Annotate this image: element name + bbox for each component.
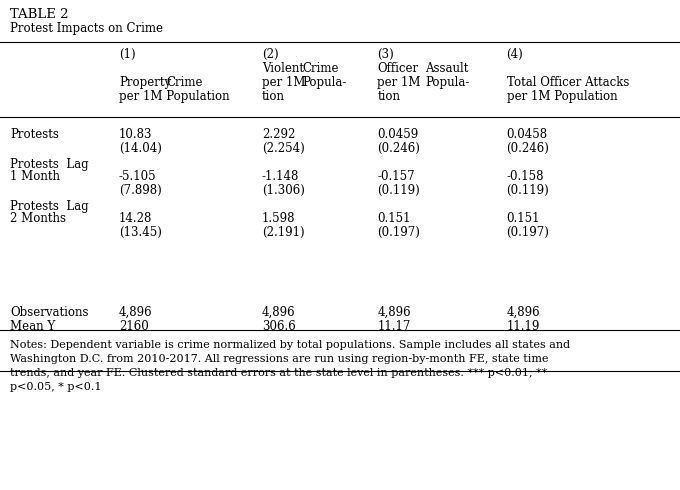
Text: (14.04): (14.04) — [119, 142, 162, 155]
Text: -0.157: -0.157 — [377, 170, 415, 183]
Text: Popula-: Popula- — [303, 76, 347, 89]
Text: 0.0458: 0.0458 — [507, 128, 547, 141]
Text: (1): (1) — [119, 48, 135, 61]
Text: (2): (2) — [262, 48, 278, 61]
Text: Notes: Dependent variable is crime normalized by total populations. Sample inclu: Notes: Dependent variable is crime norma… — [10, 340, 571, 350]
Text: (0.119): (0.119) — [377, 184, 420, 197]
Text: Assault: Assault — [425, 62, 469, 75]
Text: 2.292: 2.292 — [262, 128, 295, 141]
Text: Popula-: Popula- — [425, 76, 469, 89]
Text: 0.151: 0.151 — [507, 212, 540, 225]
Text: 10.83: 10.83 — [119, 128, 152, 141]
Text: Mean Y: Mean Y — [10, 320, 56, 333]
Text: Observations: Observations — [10, 306, 88, 319]
Text: Crime: Crime — [167, 76, 203, 89]
Text: 1 Month: 1 Month — [10, 170, 61, 183]
Text: 0.0459: 0.0459 — [377, 128, 419, 141]
Text: (1.306): (1.306) — [262, 184, 305, 197]
Text: (2.191): (2.191) — [262, 226, 305, 239]
Text: (0.119): (0.119) — [507, 184, 549, 197]
Text: -0.158: -0.158 — [507, 170, 544, 183]
Text: 0.151: 0.151 — [377, 212, 411, 225]
Text: Violent: Violent — [262, 62, 304, 75]
Text: (0.197): (0.197) — [507, 226, 549, 239]
Text: Protests  Lag: Protests Lag — [10, 158, 89, 171]
Text: (3): (3) — [377, 48, 394, 61]
Text: p<0.05, * p<0.1: p<0.05, * p<0.1 — [10, 382, 102, 392]
Text: Protests: Protests — [10, 128, 59, 141]
Text: per 1M Population: per 1M Population — [507, 90, 617, 103]
Text: Protest Impacts on Crime: Protest Impacts on Crime — [10, 22, 163, 35]
Text: 14.28: 14.28 — [119, 212, 152, 225]
Text: Protests  Lag: Protests Lag — [10, 200, 89, 213]
Text: -1.148: -1.148 — [262, 170, 299, 183]
Text: tion: tion — [262, 90, 285, 103]
Text: trends, and year FE. Clustered standard errors at the state level in parentheses: trends, and year FE. Clustered standard … — [10, 368, 547, 378]
Text: 4,896: 4,896 — [262, 306, 295, 319]
Text: 2 Months: 2 Months — [10, 212, 66, 225]
Text: Officer: Officer — [377, 62, 418, 75]
Text: Property: Property — [119, 76, 171, 89]
Text: 306.6: 306.6 — [262, 320, 296, 333]
Text: (7.898): (7.898) — [119, 184, 162, 197]
Text: 4,896: 4,896 — [119, 306, 152, 319]
Text: per 1M Population: per 1M Population — [119, 90, 230, 103]
Text: tion: tion — [377, 90, 401, 103]
Text: Crime: Crime — [303, 62, 339, 75]
Text: 1.598: 1.598 — [262, 212, 295, 225]
Text: -5.105: -5.105 — [119, 170, 156, 183]
Text: 11.19: 11.19 — [507, 320, 540, 333]
Text: 11.17: 11.17 — [377, 320, 411, 333]
Text: Washington D.C. from 2010-2017. All regressions are run using region-by-month FE: Washington D.C. from 2010-2017. All regr… — [10, 354, 549, 364]
Text: (4): (4) — [507, 48, 524, 61]
Text: Total Officer Attacks: Total Officer Attacks — [507, 76, 629, 89]
Text: per 1M: per 1M — [262, 76, 305, 89]
Text: (0.197): (0.197) — [377, 226, 420, 239]
Text: per 1M: per 1M — [377, 76, 421, 89]
Text: (0.246): (0.246) — [377, 142, 420, 155]
Text: (0.246): (0.246) — [507, 142, 549, 155]
Text: TABLE 2: TABLE 2 — [10, 8, 69, 21]
Text: (13.45): (13.45) — [119, 226, 162, 239]
Text: (2.254): (2.254) — [262, 142, 305, 155]
Text: 2160: 2160 — [119, 320, 149, 333]
Text: 4,896: 4,896 — [507, 306, 540, 319]
Text: 4,896: 4,896 — [377, 306, 411, 319]
